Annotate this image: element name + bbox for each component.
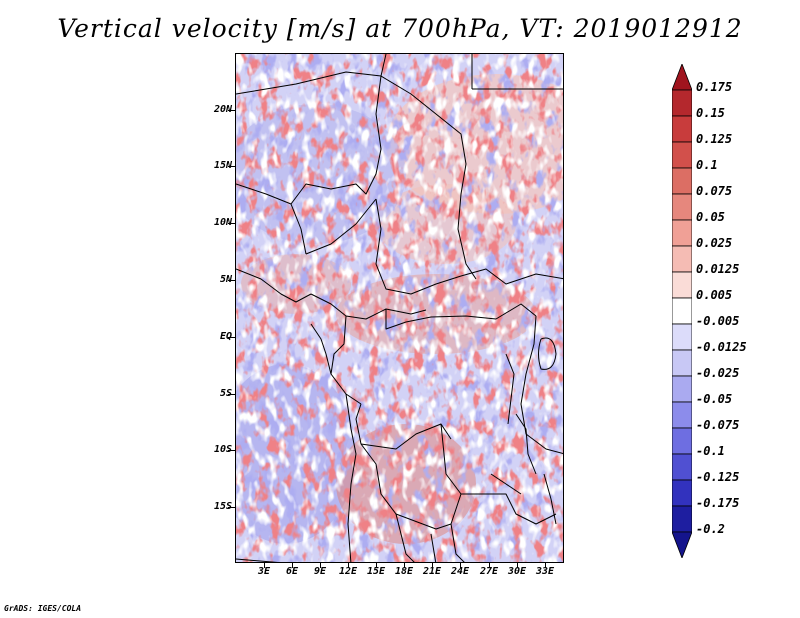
colorbar-label: 0.075	[696, 184, 733, 198]
lon-tick-mark	[517, 563, 518, 568]
colorbar-segment	[672, 479, 692, 507]
lat-label-eq: EQ	[219, 331, 232, 342]
chart-title: Vertical velocity [m/s] at 700hPa, VT: 2…	[57, 14, 743, 43]
country-borders	[236, 54, 563, 562]
lon-label-3e: 3E	[257, 566, 271, 577]
vertical-velocity-field	[236, 54, 563, 562]
lon-tick-mark	[489, 563, 490, 568]
lon-label-24e: 24E	[450, 566, 470, 577]
colorbar-label: 0.125	[696, 132, 733, 146]
lat-label-5n: 5N	[219, 274, 232, 285]
colorbar-label: -0.1	[696, 444, 725, 458]
colorbar-label: -0.2	[696, 522, 725, 536]
colorbar-label: -0.05	[696, 392, 733, 406]
grads-credit: GrADS: IGES/COLA	[4, 604, 82, 613]
colorbar-label: -0.0125	[696, 340, 747, 354]
colorbar-segment	[672, 64, 692, 91]
colorbar-segment	[672, 297, 692, 325]
lat-label-15n: 15N	[213, 160, 232, 171]
lon-label-6e: 6E	[285, 566, 299, 577]
colorbar-label: 0.025	[696, 236, 733, 250]
colorbar-segment	[672, 219, 692, 247]
colorbar-segment	[672, 245, 692, 273]
lat-tick-mark	[228, 280, 235, 281]
colorbar-segment	[672, 453, 692, 481]
colorbar-label: 0.005	[696, 288, 733, 302]
lon-tick-mark	[376, 563, 377, 568]
lat-tick-mark	[228, 110, 235, 111]
colorbar-label: 0.1	[696, 158, 718, 172]
colorbar-segment	[672, 401, 692, 429]
colorbar	[672, 64, 692, 558]
colorbar-label: 0.05	[696, 210, 725, 224]
lat-label-20n: 20N	[213, 104, 232, 115]
lon-tick-mark	[348, 563, 349, 568]
colorbar-segment	[672, 89, 692, 117]
colorbar-segment	[672, 505, 692, 533]
lon-label-30e: 30E	[507, 566, 527, 577]
lon-label-9e: 9E	[313, 566, 327, 577]
colorbar-segment	[672, 531, 692, 558]
lon-tick-mark	[264, 563, 265, 568]
lat-tick-mark	[228, 507, 235, 508]
map-plot-area	[235, 53, 564, 563]
lat-label-5s: 5S	[219, 388, 232, 399]
lat-label-10n: 10N	[213, 217, 232, 228]
lon-tick-mark	[320, 563, 321, 568]
lon-tick-mark	[292, 563, 293, 568]
lat-tick-mark	[228, 450, 235, 451]
colorbar-segment	[672, 349, 692, 377]
colorbar-segment	[672, 141, 692, 169]
colorbar-segment	[672, 323, 692, 351]
lon-tick-mark	[545, 563, 546, 568]
colorbar-segment	[672, 427, 692, 455]
lat-label-15s: 15S	[213, 501, 232, 512]
lon-tick-mark	[432, 563, 433, 568]
lon-label-33e: 33E	[535, 566, 555, 577]
colorbar-label: 0.0125	[696, 262, 740, 276]
colorbar-segment	[672, 115, 692, 143]
lat-tick-mark	[228, 337, 235, 338]
colorbar-label: -0.125	[696, 470, 740, 484]
lat-label-10s: 10S	[213, 444, 232, 455]
colorbar-label: -0.175	[696, 496, 740, 510]
colorbar-segment	[672, 193, 692, 221]
colorbar-segment	[672, 167, 692, 195]
lon-tick-mark	[404, 563, 405, 568]
lon-tick-mark	[460, 563, 461, 568]
lon-label-15e: 15E	[366, 566, 386, 577]
lon-label-18e: 18E	[394, 566, 414, 577]
colorbar-label: -0.005	[696, 314, 740, 328]
colorbar-segment	[672, 271, 692, 299]
lon-label-12e: 12E	[338, 566, 358, 577]
colorbar-segment	[672, 375, 692, 403]
colorbar-label: -0.075	[696, 418, 740, 432]
lat-tick-mark	[228, 394, 235, 395]
colorbar-label: 0.15	[696, 106, 725, 120]
lon-label-21e: 21E	[422, 566, 442, 577]
lon-label-27e: 27E	[479, 566, 499, 577]
lat-tick-mark	[228, 223, 235, 224]
lat-tick-mark	[228, 166, 235, 167]
colorbar-label: 0.175	[696, 80, 733, 94]
colorbar-label: -0.025	[696, 366, 740, 380]
